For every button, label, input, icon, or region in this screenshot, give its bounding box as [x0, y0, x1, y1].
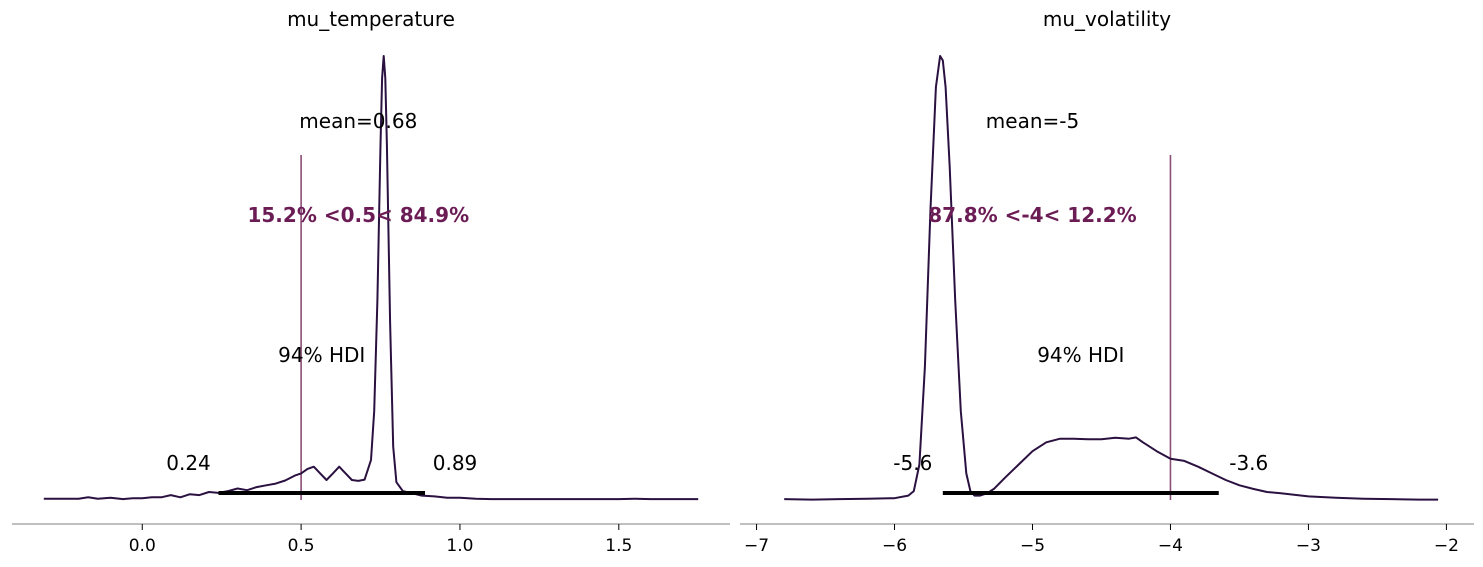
reference-percent-label: 15.2% <0.5< 84.9%: [247, 203, 469, 227]
hdi-high-label: 0.89: [433, 451, 478, 475]
mean-label: mean=-5: [986, 109, 1079, 133]
density-curve: [784, 55, 1439, 501]
reference-percent-label: 87.8% <-4< 12.2%: [928, 203, 1136, 227]
hdi-high-label: -3.6: [1229, 451, 1268, 475]
x-tick-label: −3: [1296, 536, 1321, 556]
mean-label: mean=0.68: [299, 109, 417, 133]
hdi-low-label: -5.6: [893, 451, 932, 475]
x-tick-label: −2: [1434, 536, 1459, 556]
x-tick-label: −4: [1158, 536, 1183, 556]
hdi-label: 94% HDI: [278, 343, 365, 367]
x-tick-label: 1.5: [605, 536, 632, 556]
x-tick-label: −6: [882, 536, 907, 556]
panel-mu-temperature: mu_temperature 0.0 0.5 1.0 1.5 0.24 0.89 94% HD…: [12, 7, 730, 556]
x-tick-label: −7: [744, 536, 769, 556]
hdi-low-label: 0.24: [166, 451, 211, 475]
chart-title: mu_volatility: [1043, 7, 1171, 31]
x-tick-label: 0.5: [288, 536, 315, 556]
x-tick-label: 0.0: [129, 536, 156, 556]
panel-mu-volatility: mu_volatility −7 −6 −5 −4 −3 −2 -5.6 -3.6 94% HDI…: [740, 7, 1474, 556]
hdi-label: 94% HDI: [1037, 343, 1124, 367]
density-curve: [43, 55, 699, 501]
chart-title: mu_temperature: [287, 7, 455, 31]
x-tick-label: −5: [1020, 536, 1045, 556]
x-tick-label: 1.0: [446, 536, 473, 556]
